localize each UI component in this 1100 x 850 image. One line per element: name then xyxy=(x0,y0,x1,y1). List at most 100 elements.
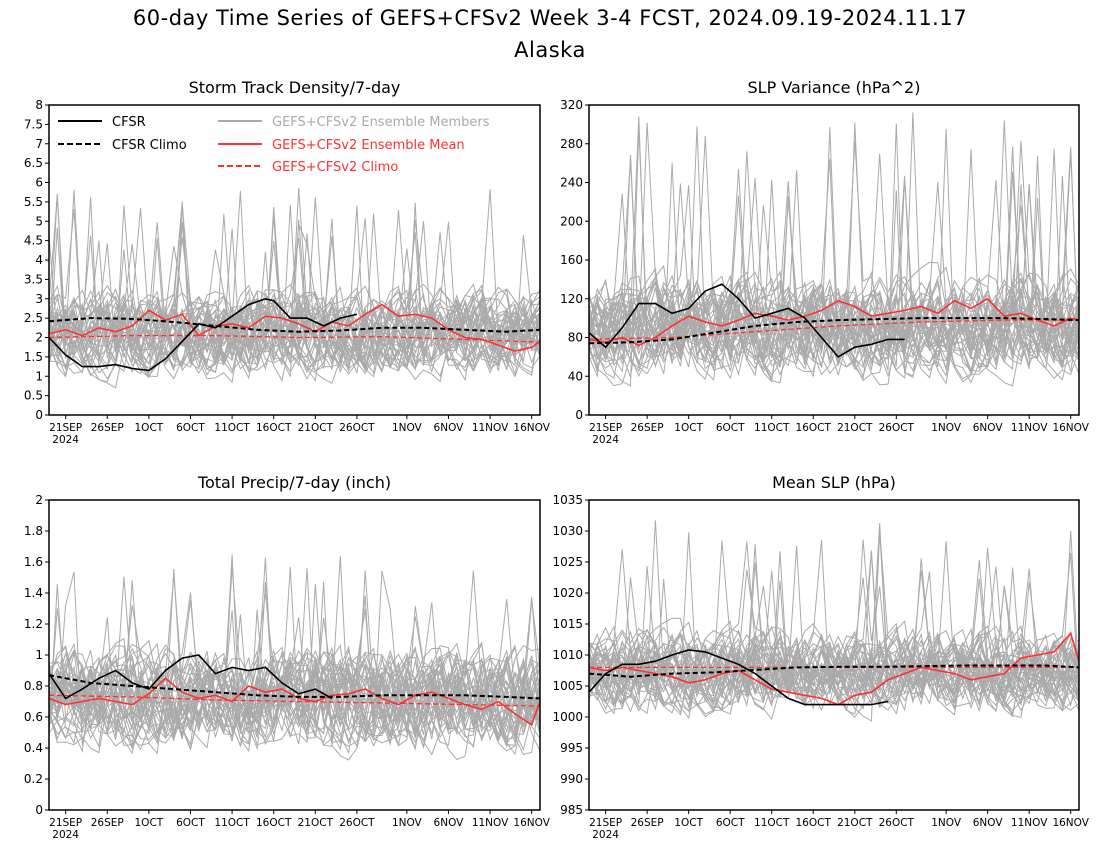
y-tick-label: 4 xyxy=(35,253,43,267)
y-tick-label: 1000 xyxy=(552,710,583,724)
y-tick-label: 7 xyxy=(35,137,43,151)
ensemble-member-line xyxy=(589,177,1079,376)
y-tick-label: 1025 xyxy=(552,555,583,569)
y-tick-label: 6.5 xyxy=(24,156,43,170)
gefs-climo-line xyxy=(589,319,1079,341)
chart-panel-4: Mean SLP (hPa) 985 990 995 1000 1005 1010 1015 1… xyxy=(552,473,1089,841)
y-tick-label: 5 xyxy=(35,214,43,228)
cfsr-climo-line xyxy=(589,317,1079,345)
x-tick-label: 6NOV xyxy=(434,422,465,434)
x-tick-label: 11NOV xyxy=(1011,422,1048,434)
x-tick-label: 1NOV xyxy=(392,817,423,829)
x-tick-label: 11NOV xyxy=(1011,817,1048,829)
x-tick-label: 16NOV xyxy=(1052,422,1089,434)
x-tick-label: 11OCT xyxy=(754,817,790,829)
y-tick-label: 0.6 xyxy=(24,710,43,724)
ensemble-member-line xyxy=(49,598,540,754)
ensemble-member-line xyxy=(589,639,1079,706)
ensemble-member-line xyxy=(49,651,540,748)
ensemble-member-line xyxy=(49,643,540,745)
y-tick-label: 200 xyxy=(560,214,583,228)
y-tick-label: 0.2 xyxy=(24,772,43,786)
x-tick-label: 1OCT xyxy=(135,422,164,434)
x-tick-label: 1OCT xyxy=(674,422,703,434)
x-tick-label: 1NOV xyxy=(931,817,962,829)
ensemble-member-line xyxy=(49,581,540,761)
y-tick-label: 1015 xyxy=(552,617,583,631)
panel-title: SLP Variance (hPa^2) xyxy=(748,78,921,97)
x-tick-label: 11OCT xyxy=(214,422,250,434)
x-tick-label: 6OCT xyxy=(176,422,205,434)
y-tick-label: 0.8 xyxy=(24,679,43,693)
ensemble-member-line xyxy=(49,197,540,378)
chart-legend: CFSR CFSR Climo GEFS+CFSv2 Ensemble Member… xyxy=(58,115,490,175)
x-tick-label: 11OCT xyxy=(214,817,250,829)
x-tick-label: 21SEP xyxy=(589,817,622,829)
x-tick-label: 21OCT xyxy=(298,422,334,434)
x-tick-label: 16NOV xyxy=(513,422,550,434)
ensemble-member-line xyxy=(589,625,1079,713)
x-year-label: 2024 xyxy=(592,829,619,841)
y-tick-label: 6 xyxy=(35,176,43,190)
x-tick-label: 1NOV xyxy=(931,422,962,434)
x-tick-label: 16OCT xyxy=(256,422,292,434)
y-tick-label: 0 xyxy=(35,408,43,422)
x-tick-label: 21OCT xyxy=(837,817,873,829)
x-year-label: 2024 xyxy=(52,829,79,841)
x-year-label: 2024 xyxy=(52,434,79,446)
x-tick-label: 6OCT xyxy=(716,422,745,434)
x-tick-label: 6OCT xyxy=(716,817,745,829)
plot-area xyxy=(49,554,540,761)
gefs-climo-line xyxy=(49,334,540,343)
x-tick-label: 26OCT xyxy=(879,817,915,829)
y-tick-label: 1010 xyxy=(552,648,583,662)
x-tick-label: 26SEP xyxy=(91,817,124,829)
y-tick-label: 1.5 xyxy=(24,350,43,364)
x-tick-label: 16OCT xyxy=(796,817,832,829)
x-tick-label: 16NOV xyxy=(513,817,550,829)
y-tick-label: 990 xyxy=(560,772,583,786)
y-tick-label: 5.5 xyxy=(24,195,43,209)
cfsr-climo-line xyxy=(49,674,540,700)
figure-title: 60-day Time Series of GEFS+CFSv2 Week 3-… xyxy=(132,6,968,30)
y-tick-label: 3.5 xyxy=(24,272,43,286)
ensemble-member-line xyxy=(49,189,540,384)
ensemble-member-line xyxy=(589,152,1079,387)
y-tick-label: 985 xyxy=(560,803,583,817)
y-tick-label: 240 xyxy=(560,176,583,190)
x-tick-label: 6NOV xyxy=(973,422,1004,434)
chart-panel-1: Storm Track Density/7-day 0 0.5 1 1.5 2 2.5 3 3.… xyxy=(24,78,551,446)
cfsr-line xyxy=(589,283,905,358)
ensemble-member-line xyxy=(49,600,540,751)
ensemble-member-line xyxy=(49,213,540,375)
y-tick-label: 7.5 xyxy=(24,117,43,131)
x-tick-label: 1OCT xyxy=(135,817,164,829)
y-tick-label: 0 xyxy=(35,803,43,817)
y-tick-label: 80 xyxy=(568,331,583,345)
x-tick-label: 26SEP xyxy=(91,422,124,434)
ensemble-mean-line xyxy=(589,297,1079,347)
x-year-label: 2024 xyxy=(592,434,619,446)
plot-frame xyxy=(48,499,541,811)
y-tick-label: 120 xyxy=(560,292,583,306)
y-tick-label: 1.8 xyxy=(24,524,43,538)
y-tick-label: 2 xyxy=(35,331,43,345)
y-tick-label: 320 xyxy=(560,98,583,112)
y-tick-label: 40 xyxy=(568,369,583,383)
x-tick-label: 1OCT xyxy=(674,817,703,829)
y-tick-label: 995 xyxy=(560,741,583,755)
ensemble-member-line xyxy=(49,568,540,749)
plot-area xyxy=(49,188,540,389)
cfsr-climo-line xyxy=(589,664,1079,678)
x-tick-label: 6NOV xyxy=(434,817,465,829)
ensemble-member-line xyxy=(49,238,540,380)
legend-label-gefs_climo: GEFS+CFSv2 Climo xyxy=(272,160,398,175)
y-tick-label: 1 xyxy=(35,648,43,662)
cfsr-line xyxy=(49,297,358,372)
y-tick-label: 1.2 xyxy=(24,617,43,631)
x-tick-label: 21SEP xyxy=(589,422,622,434)
panel-title: Mean SLP (hPa) xyxy=(772,473,896,492)
ensemble-member-line xyxy=(49,583,540,745)
y-tick-label: 4.5 xyxy=(24,234,43,248)
ensemble-member-line xyxy=(49,570,540,749)
